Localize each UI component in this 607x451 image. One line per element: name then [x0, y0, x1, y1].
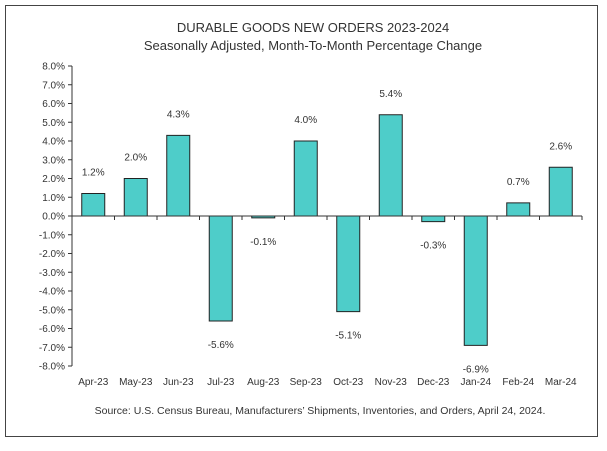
- y-tick-label: 8.0%: [42, 62, 65, 73]
- y-tick-label: -1.0%: [39, 230, 65, 241]
- y-tick-label: 7.0%: [42, 80, 65, 91]
- data-label: -0.1%: [250, 237, 276, 248]
- x-tick-label: Jun-23: [163, 377, 194, 388]
- y-tick-label: 4.0%: [42, 137, 65, 148]
- x-tick-label: Sep-23: [290, 377, 323, 388]
- x-tick-label: Dec-23: [417, 377, 450, 388]
- y-tick-label: 5.0%: [42, 118, 65, 129]
- bar-Oct-23: [336, 215, 361, 313]
- bar-Dec-23: [421, 215, 446, 223]
- data-label: -5.1%: [335, 331, 361, 342]
- y-tick-label: -2.0%: [39, 249, 65, 260]
- y-tick-label: 2.0%: [42, 174, 65, 185]
- x-tick-label: Aug-23: [247, 377, 280, 388]
- y-tick-label: -8.0%: [39, 362, 65, 373]
- bar-Nov-23: [378, 114, 403, 217]
- y-tick-label: 0.0%: [42, 212, 65, 223]
- x-tick-label: Nov-23: [375, 377, 408, 388]
- bar-Jan-24: [463, 215, 488, 346]
- y-tick-label: -5.0%: [39, 305, 65, 316]
- chart-title: DURABLE GOODS NEW ORDERS 2023-2024: [177, 20, 449, 35]
- bar-Jun-23: [166, 134, 191, 217]
- data-label: -5.6%: [208, 340, 234, 351]
- bar-Feb-24: [506, 202, 531, 217]
- x-tick-label: Mar-24: [545, 377, 577, 388]
- data-label: 1.2%: [82, 168, 105, 179]
- bar-Sep-23: [293, 140, 318, 217]
- y-tick-label: 3.0%: [42, 155, 65, 166]
- source-note: Source: U.S. Census Bureau, Manufacturer…: [95, 405, 546, 417]
- x-tick-label: Jan-24: [460, 377, 491, 388]
- y-tick-label: -6.0%: [39, 324, 65, 335]
- bar-May-23: [123, 178, 148, 217]
- data-label: 2.0%: [124, 153, 147, 164]
- bar-Jul-23: [208, 215, 233, 322]
- chart-subtitle: Seasonally Adjusted, Month-To-Month Perc…: [144, 38, 482, 53]
- data-label: 0.7%: [507, 177, 530, 188]
- x-tick-label: May-23: [119, 377, 153, 388]
- x-tick-label: Feb-24: [502, 377, 534, 388]
- x-tick-label: Jul-23: [207, 377, 235, 388]
- data-label: 4.3%: [167, 109, 190, 120]
- y-tick-label: 1.0%: [42, 193, 65, 204]
- x-tick-label: Apr-23: [78, 377, 108, 388]
- bar-Apr-23: [81, 193, 106, 217]
- data-label: 5.4%: [379, 89, 402, 100]
- bar-Mar-24: [548, 166, 573, 217]
- data-label: -6.9%: [463, 364, 489, 375]
- y-tick-label: -4.0%: [39, 287, 65, 298]
- data-label: 2.6%: [549, 141, 572, 152]
- data-label: 4.0%: [294, 115, 317, 126]
- chart-frame: [5, 5, 598, 437]
- y-tick-label: -7.0%: [39, 343, 65, 354]
- data-label: -0.3%: [420, 241, 446, 252]
- y-tick-label: 6.0%: [42, 99, 65, 110]
- y-tick-label: -3.0%: [39, 268, 65, 279]
- x-tick-label: Oct-23: [333, 377, 363, 388]
